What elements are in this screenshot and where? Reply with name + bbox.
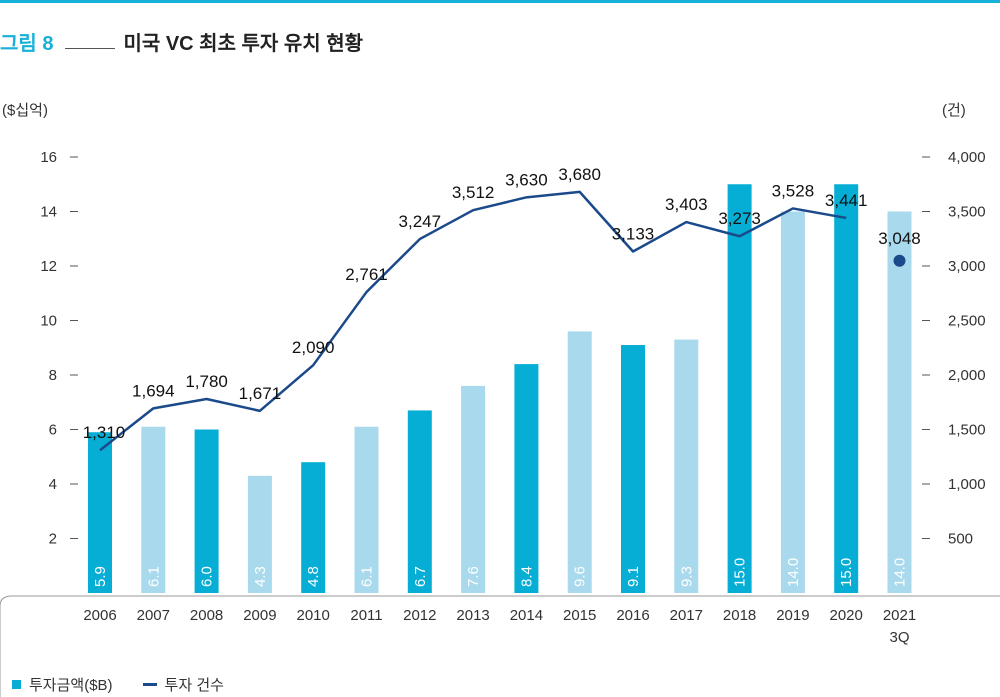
x-tick-label: 2012 xyxy=(403,607,436,624)
x-tick-label: 2021 xyxy=(883,607,916,624)
right-axis-unit: (건) xyxy=(942,102,966,119)
x-tick-label: 2010 xyxy=(297,607,330,624)
bar-value-label: 9.3 xyxy=(678,566,695,587)
legend: 투자금액($B) 투자 건수 xyxy=(12,674,224,695)
x-tick-label: 3Q xyxy=(889,629,909,646)
legend-bar-swatch xyxy=(12,680,21,689)
count-label: 3,273 xyxy=(718,209,761,228)
right-tick-label: 4,000 xyxy=(948,149,986,166)
x-tick-label: 2007 xyxy=(137,607,170,624)
bar-value-label: 6.0 xyxy=(199,566,216,587)
count-label: 3,441 xyxy=(825,191,868,210)
count-label: 3,630 xyxy=(505,170,548,189)
count-label: 3,512 xyxy=(452,183,495,202)
bar-14 xyxy=(834,184,859,593)
bar-11 xyxy=(674,339,699,593)
x-tick-label: 2006 xyxy=(83,607,116,624)
bar-15 xyxy=(887,211,912,593)
figure-title-text: 미국 VC 최초 투자 유치 현황 xyxy=(123,32,364,55)
count-label: 2,761 xyxy=(345,265,388,284)
legend-line-swatch xyxy=(142,683,157,686)
x-tick-label: 2011 xyxy=(350,607,382,624)
category-frame xyxy=(0,595,1000,697)
bar-value-label: 6.7 xyxy=(412,566,429,587)
count-point-last xyxy=(893,254,906,267)
right-tick-label: 500 xyxy=(948,531,973,548)
right-tick-label: 1,000 xyxy=(948,476,986,493)
count-label: 3,680 xyxy=(558,165,601,184)
right-tick-label: 3,500 xyxy=(948,204,986,221)
right-tick-label: 2,500 xyxy=(948,313,986,330)
figure-title: 그림 8 미국 VC 최초 투자 유치 현황 xyxy=(0,26,363,56)
bar-value-label: 5.9 xyxy=(92,566,109,587)
x-tick-label: 2018 xyxy=(723,607,756,624)
left-tick-label: 12 xyxy=(40,258,57,275)
bar-8 xyxy=(514,364,539,593)
x-tick-label: 2019 xyxy=(776,607,809,624)
bar-3 xyxy=(247,475,272,593)
bar-value-label: 8.4 xyxy=(518,566,535,587)
x-tick-label: 2008 xyxy=(190,607,223,624)
bar-value-label: 9.6 xyxy=(572,566,589,587)
count-label: 3,403 xyxy=(665,195,708,214)
x-tick-label: 2009 xyxy=(243,607,276,624)
bar-value-label: 7.6 xyxy=(465,566,482,587)
bar-value-label: 4.3 xyxy=(252,566,269,587)
bar-value-label: 4.8 xyxy=(305,566,322,587)
count-series-line xyxy=(99,190,847,452)
bar-value-label: 6.1 xyxy=(359,566,376,587)
count-label: 1,694 xyxy=(132,381,175,400)
x-tick-label: 2017 xyxy=(670,607,703,624)
bar-1 xyxy=(141,426,166,593)
left-tick-label: 4 xyxy=(49,476,57,493)
bar-0 xyxy=(88,432,112,593)
left-tick-label: 10 xyxy=(40,313,57,330)
bar-13 xyxy=(780,211,805,593)
bar-value-label: 9.1 xyxy=(625,566,642,587)
count-label: 3,528 xyxy=(772,181,815,200)
x-tick-label: 2020 xyxy=(830,607,863,624)
count-label: 1,780 xyxy=(185,372,228,391)
x-tick-label: 2014 xyxy=(510,607,543,624)
top-accent-line xyxy=(0,0,1000,3)
legend-line-label: 투자 건수 xyxy=(164,677,224,694)
count-label: 1,671 xyxy=(239,384,282,403)
bar-12 xyxy=(727,184,752,593)
left-axis-unit: ($십억) xyxy=(2,102,48,119)
left-tick-label: 6 xyxy=(49,422,57,439)
bar-6 xyxy=(407,410,432,593)
count-label: 3,247 xyxy=(399,212,442,231)
right-tick-label: 3,000 xyxy=(948,258,986,275)
legend-bar-label: 투자금액($B) xyxy=(29,677,113,694)
x-tick-label: 2013 xyxy=(456,607,489,624)
left-tick-label: 16 xyxy=(40,149,57,166)
left-tick-label: 14 xyxy=(40,204,57,221)
figure-number: 그림 8 xyxy=(0,32,54,55)
bar-4 xyxy=(301,462,326,593)
count-label: 2,090 xyxy=(292,338,335,357)
count-label: 3,133 xyxy=(612,225,655,244)
bar-2 xyxy=(194,429,219,593)
bar-value-label: 14.0 xyxy=(785,558,802,587)
left-tick-label: 2 xyxy=(49,531,57,548)
title-rule xyxy=(65,34,116,49)
bar-value-label: 15.0 xyxy=(838,558,855,587)
bar-value-label: 14.0 xyxy=(892,558,909,587)
bar-value-label: 6.1 xyxy=(145,566,162,587)
bar-7 xyxy=(461,385,486,593)
x-tick-label: 2015 xyxy=(563,607,596,624)
right-tick-label: 1,500 xyxy=(948,422,986,439)
left-tick-label: 8 xyxy=(49,367,57,384)
right-tick-label: 2,000 xyxy=(948,367,986,384)
bar-5 xyxy=(354,426,379,593)
bar-9 xyxy=(567,331,592,593)
count-label: 1,310 xyxy=(83,423,126,442)
bar-10 xyxy=(621,345,645,593)
bar-value-label: 15.0 xyxy=(732,558,749,587)
count-label: 3,048 xyxy=(878,229,921,248)
x-tick-label: 2016 xyxy=(616,607,649,624)
